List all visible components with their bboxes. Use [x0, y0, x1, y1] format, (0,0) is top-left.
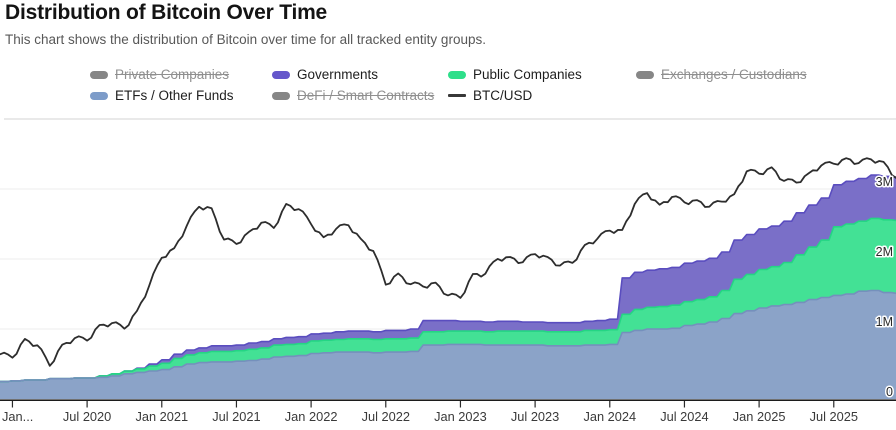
x-tick-label: Jan 2021 — [135, 409, 188, 424]
legend-item-btc-usd[interactable]: BTC/USD — [448, 88, 636, 103]
legend-item-label: Private Companies — [115, 67, 230, 82]
legend-item-label: Governments — [297, 67, 379, 82]
area-swatch-icon — [272, 91, 290, 100]
x-tick-label: Jan 2024 — [583, 409, 636, 424]
y-tick-label: 1M — [876, 315, 893, 329]
chart-legend: Private Companies Governments Public Compa… — [90, 64, 807, 106]
legend-row: Private Companies Governments Public Compa… — [90, 64, 807, 85]
area-swatch-icon — [448, 70, 466, 79]
legend-item-label: ETFs / Other Funds — [115, 88, 234, 103]
x-tick-label: Jul 2021 — [212, 409, 260, 424]
legend-item-label: Public Companies — [473, 67, 582, 82]
legend-item-private-companies[interactable]: Private Companies — [90, 67, 272, 82]
x-tick-label: Jul 2023 — [511, 409, 559, 424]
legend-item-exchanges-custodians[interactable]: Exchanges / Custodians — [636, 67, 807, 82]
x-axis: Jan... Jul 2020 Jan 2021 Jul 2021 Jan 2022 Ju… — [0, 399, 896, 424]
x-tick-label: Jan... — [2, 409, 33, 424]
legend-item-etfs-other-funds[interactable]: ETFs / Other Funds — [90, 88, 272, 103]
y-tick-label: 2M — [876, 245, 893, 259]
legend-row: ETFs / Other Funds DeFi / Smart Contracts… — [90, 85, 807, 106]
y-axis-labels: 0 1M 2M 3M — [874, 174, 894, 401]
area-swatch-icon — [90, 91, 108, 100]
page-subtitle: This chart shows the distribution of Bit… — [5, 32, 486, 47]
y-tick-label: 3M — [876, 175, 893, 189]
x-tick-label: Jan 2023 — [434, 409, 487, 424]
line-swatch-icon — [448, 94, 466, 97]
area-swatch-icon — [636, 70, 654, 79]
area-edge-governments — [0, 174, 896, 383]
btc-usd-line[interactable] — [0, 157, 896, 367]
area-swatch-icon — [90, 70, 108, 79]
x-tick-label: Jan 2022 — [285, 409, 338, 424]
legend-item-label: Exchanges / Custodians — [661, 67, 807, 82]
y-tick-label: 0 — [886, 385, 893, 399]
page-title: Distribution of Bitcoin Over Time — [5, 1, 328, 24]
x-tick-label: Jul 2025 — [810, 409, 858, 424]
x-tick-label: Jul 2024 — [660, 409, 708, 424]
legend-item-public-companies[interactable]: Public Companies — [448, 67, 636, 82]
legend-item-label: DeFi / Smart Contracts — [297, 88, 435, 103]
x-tick-label: Jul 2022 — [362, 409, 410, 424]
legend-item-governments[interactable]: Governments — [272, 67, 448, 82]
area-edge-public-companies — [0, 217, 896, 383]
x-tick-label: Jan 2025 — [733, 409, 786, 424]
legend-item-label: BTC/USD — [473, 88, 533, 103]
area-swatch-icon — [272, 70, 290, 79]
legend-item-defi-smart-contracts[interactable]: DeFi / Smart Contracts — [272, 88, 448, 103]
area-edge-etfs-other-funds — [0, 289, 896, 383]
x-tick-label: Jul 2020 — [63, 409, 111, 424]
